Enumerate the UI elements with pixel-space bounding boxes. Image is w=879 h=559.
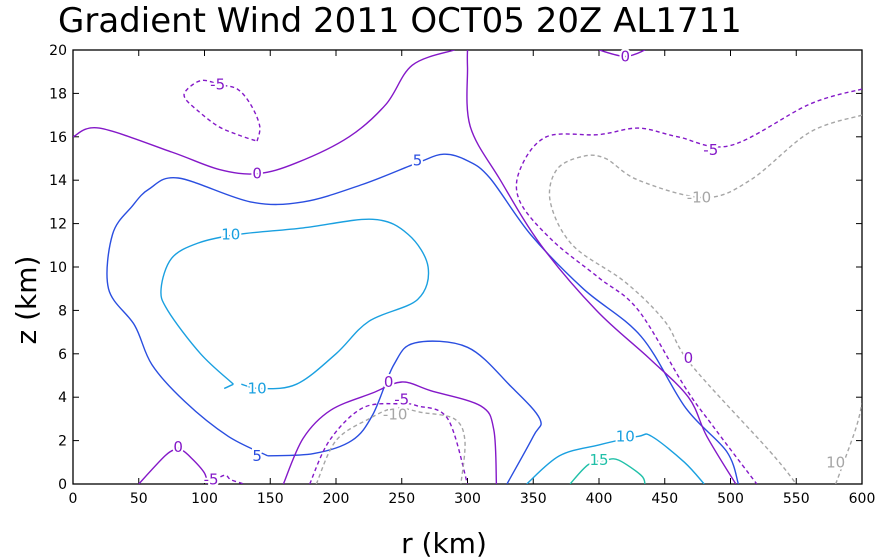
y-tick-label: 2 xyxy=(58,434,67,450)
contour-line xyxy=(282,381,498,484)
contour-line xyxy=(835,403,862,484)
contour-line xyxy=(548,114,862,484)
contour-line xyxy=(106,153,740,484)
y-tick-label: 16 xyxy=(49,130,67,146)
contour-line xyxy=(73,50,455,175)
contour-label: 10 xyxy=(221,225,240,243)
plot-area: 0 50 100 150 200 250 300 350 400 450 500 550 6000246… xyxy=(49,43,875,507)
contour-label: -5 xyxy=(204,471,219,489)
contour-line xyxy=(315,407,466,484)
chart-title: Gradient Wind 2011 OCT05 20Z AL1711 xyxy=(58,1,742,41)
contour-line xyxy=(138,447,208,484)
contour-line xyxy=(569,458,646,484)
y-axis-label: z (km) xyxy=(10,256,43,345)
x-tick-label: 250 xyxy=(388,491,415,507)
contour-label: 10 xyxy=(248,380,267,398)
contour-line xyxy=(466,50,737,484)
contour-label: 15 xyxy=(589,451,608,469)
contour-line xyxy=(160,218,430,390)
contour-label: -10 xyxy=(383,406,408,424)
x-tick-label: 100 xyxy=(191,491,218,507)
contour-label: -5 xyxy=(703,141,718,159)
contour-label: 0 xyxy=(384,373,394,391)
x-tick-label: 150 xyxy=(257,491,284,507)
contour-lines xyxy=(73,50,862,484)
contour-label: 0 xyxy=(684,349,694,367)
x-tick-label: 350 xyxy=(520,491,547,507)
contour-label: 0 xyxy=(621,48,631,66)
contour-label: 5 xyxy=(413,152,423,170)
contour-label: 10 xyxy=(826,453,845,471)
contour-label: 5 xyxy=(252,447,262,465)
contour-line xyxy=(223,383,234,390)
x-tick-label: 550 xyxy=(783,491,810,507)
contour-line xyxy=(183,79,261,142)
contour-line xyxy=(598,50,646,58)
x-tick-label: 300 xyxy=(454,491,481,507)
y-tick-label: 20 xyxy=(49,43,67,59)
x-tick-label: 50 xyxy=(130,491,148,507)
y-tick-label: 0 xyxy=(58,477,67,493)
y-tick-label: 6 xyxy=(58,347,67,363)
x-tick-label: 500 xyxy=(717,491,744,507)
contour-label: 10 xyxy=(616,427,635,445)
x-tick-label: 200 xyxy=(323,491,350,507)
y-tick-label: 18 xyxy=(49,86,67,102)
y-tick-label: 8 xyxy=(58,303,67,319)
contour-label: 0 xyxy=(252,165,262,183)
x-tick-label: 400 xyxy=(586,491,613,507)
contour-label: 0 xyxy=(173,438,183,456)
contour-label: -5 xyxy=(210,76,225,94)
contour-line xyxy=(515,88,862,484)
x-tick-label: 450 xyxy=(651,491,678,507)
y-tick-label: 10 xyxy=(49,260,67,276)
contour-line xyxy=(309,402,469,484)
y-tick-label: 14 xyxy=(49,173,67,189)
contour-line xyxy=(526,433,705,484)
contour-label: -5 xyxy=(394,390,409,408)
contour-line xyxy=(208,474,245,484)
x-tick-label: 600 xyxy=(849,491,876,507)
x-axis-label: r (km) xyxy=(401,527,487,559)
y-tick-label: 12 xyxy=(49,217,67,233)
contour-line xyxy=(267,340,542,484)
x-tick-label: 0 xyxy=(69,491,78,507)
contour-label: -10 xyxy=(687,189,712,207)
y-tick-label: 4 xyxy=(58,390,67,406)
